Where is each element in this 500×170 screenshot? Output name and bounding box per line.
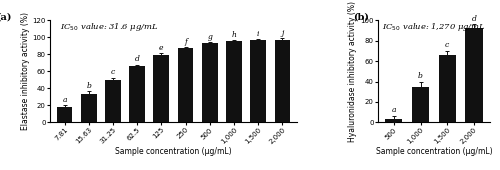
Bar bbox=[438, 55, 456, 122]
Bar bbox=[105, 80, 121, 122]
Text: IC$_{50}$ value: 1,270 μg/mL: IC$_{50}$ value: 1,270 μg/mL bbox=[382, 21, 486, 33]
Bar bbox=[178, 48, 194, 122]
Text: a: a bbox=[392, 106, 396, 114]
Text: (b): (b) bbox=[353, 12, 369, 21]
Bar bbox=[226, 41, 242, 122]
Bar bbox=[412, 87, 429, 122]
Text: a: a bbox=[62, 96, 67, 104]
Y-axis label: Elastase inhibitory activity (%): Elastase inhibitory activity (%) bbox=[20, 12, 30, 130]
Bar bbox=[81, 94, 96, 122]
Bar bbox=[202, 43, 218, 122]
Text: h: h bbox=[232, 31, 236, 39]
Text: g: g bbox=[208, 33, 212, 41]
Bar bbox=[274, 40, 290, 122]
Y-axis label: Hyaluronidase inhibitory activity (%): Hyaluronidase inhibitory activity (%) bbox=[348, 1, 358, 142]
Text: e: e bbox=[159, 44, 164, 52]
Text: i: i bbox=[257, 30, 260, 38]
X-axis label: Sample concentration (μg/mL): Sample concentration (μg/mL) bbox=[376, 147, 492, 156]
Text: d: d bbox=[472, 15, 476, 23]
Text: b: b bbox=[418, 72, 423, 80]
X-axis label: Sample concentration (μg/mL): Sample concentration (μg/mL) bbox=[115, 147, 232, 156]
Text: c: c bbox=[445, 41, 450, 49]
Bar bbox=[154, 55, 169, 122]
Text: d: d bbox=[134, 55, 140, 63]
Bar bbox=[385, 119, 402, 122]
Text: b: b bbox=[86, 82, 91, 90]
Text: j: j bbox=[281, 29, 283, 37]
Bar bbox=[56, 107, 72, 122]
Text: f: f bbox=[184, 38, 187, 46]
Text: IC$_{50}$ value: 31.6 μg/mL: IC$_{50}$ value: 31.6 μg/mL bbox=[60, 21, 158, 33]
Text: c: c bbox=[111, 69, 115, 76]
Text: (a): (a) bbox=[0, 12, 11, 21]
Bar bbox=[250, 40, 266, 122]
Bar bbox=[466, 28, 482, 122]
Bar bbox=[130, 66, 145, 122]
